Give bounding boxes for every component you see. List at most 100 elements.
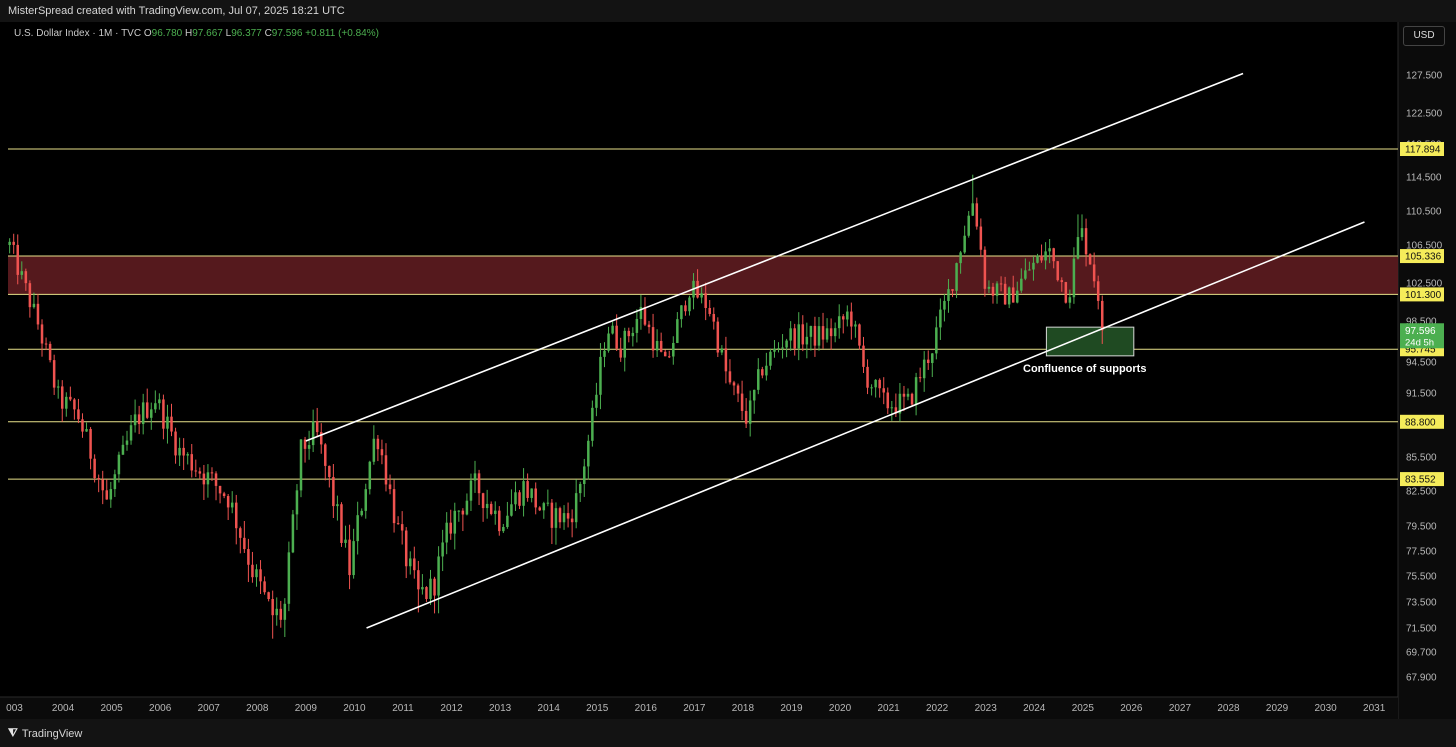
candle-body (429, 578, 432, 599)
x-tick-label: 2015 (586, 703, 609, 714)
price-axis (1398, 22, 1456, 719)
candle-body (1036, 255, 1039, 263)
candle-body (595, 394, 598, 408)
level-badge-label: 83.552 (1405, 475, 1436, 486)
candle-body (506, 515, 509, 527)
candle-body (247, 549, 250, 565)
resistance-zone (8, 256, 1398, 295)
candle-body (481, 493, 485, 509)
candle-body (24, 271, 28, 284)
y-tick-label: 85.500 (1406, 453, 1437, 464)
candle-body (368, 461, 372, 490)
candle-body (578, 484, 582, 494)
candle-body (489, 503, 493, 514)
y-tick-label: 67.900 (1406, 673, 1437, 684)
candle-body (166, 416, 169, 429)
candle-body (862, 345, 865, 367)
candle-body (473, 473, 477, 481)
x-tick-label: 2014 (538, 703, 561, 714)
candle-body (870, 387, 873, 389)
candle-body (158, 399, 161, 404)
candle-body (48, 343, 52, 361)
candle-body (615, 325, 618, 349)
candle-body (44, 343, 48, 345)
price-chart[interactable]: 127.500122.500118.500114.500110.500106.5… (0, 22, 1456, 719)
candle-body (558, 508, 562, 523)
candle-body (599, 356, 602, 395)
level-badge-label: 101.300 (1405, 290, 1442, 301)
candle-body (97, 478, 100, 480)
x-tick-label: 2005 (100, 703, 123, 714)
candle-body (125, 440, 129, 445)
channel-upper-line (305, 72, 1244, 442)
candle-body (336, 504, 339, 507)
candle-body (287, 552, 291, 604)
x-tick-label: 2012 (440, 703, 463, 714)
candle-body (226, 496, 230, 508)
candle-body (1096, 281, 1100, 301)
candle-body (757, 369, 760, 390)
candle-body (141, 402, 145, 425)
close-value: 97.596 (271, 28, 303, 39)
candle-body (736, 385, 740, 394)
candle-body (425, 587, 428, 599)
candle-body (801, 324, 805, 345)
candle-body (1048, 248, 1051, 252)
level-badge-label: 88.800 (1405, 417, 1436, 428)
candle-body (1056, 261, 1059, 281)
candle-body (700, 293, 703, 298)
candle-body (65, 396, 68, 409)
x-tick-label: 2017 (683, 703, 706, 714)
candle-body (8, 241, 11, 245)
level-badge-label: 117.894 (1405, 144, 1441, 155)
candle-body (672, 342, 675, 357)
x-tick-label: 2006 (149, 703, 172, 714)
candle-body (777, 348, 780, 350)
candle-body (833, 328, 837, 337)
candle-body (36, 303, 40, 325)
x-tick-label: 2007 (198, 703, 221, 714)
candle-body (1084, 228, 1088, 255)
candle-body (396, 523, 400, 525)
candle-body (461, 510, 465, 515)
candle-body (1044, 251, 1047, 261)
y-tick-label: 106.500 (1406, 241, 1443, 252)
candle-body (732, 382, 736, 386)
currency-button[interactable]: USD (1403, 26, 1445, 46)
candle-body (259, 569, 262, 582)
candle-body (611, 325, 614, 334)
candle-body (724, 348, 728, 372)
candle-body (583, 466, 586, 485)
candle-body (433, 578, 436, 596)
candle-body (991, 286, 995, 296)
candle-body (688, 297, 691, 312)
tradingview-brand[interactable]: ⧨ TradingView (8, 727, 82, 740)
candle-body (716, 321, 720, 353)
x-tick-label: 2029 (1266, 703, 1289, 714)
candle-body (348, 539, 351, 576)
candle-body (1080, 228, 1084, 238)
attribution-text: MisterSpread created with TradingView.co… (8, 5, 345, 17)
candle-body (744, 410, 748, 424)
candle-body (591, 407, 594, 441)
candle-body (170, 416, 173, 432)
candle-body (89, 429, 92, 459)
plot-area (0, 22, 1398, 697)
candle-body (344, 539, 347, 543)
candle-body (761, 369, 764, 376)
candle-body (846, 311, 849, 320)
candle-body (797, 324, 800, 349)
candle-body (340, 504, 343, 543)
candle-body (437, 556, 440, 596)
candle-body (813, 325, 817, 346)
candle-body (145, 402, 149, 418)
brand-name: TradingView (21, 727, 83, 740)
change-value: +0.811 (+0.84%) (305, 28, 379, 39)
candle-body (1092, 264, 1096, 282)
candle-body (40, 324, 44, 344)
candle-body (514, 492, 517, 505)
x-tick-label: 2020 (829, 703, 852, 714)
candle-body (878, 379, 881, 389)
candle-body (81, 419, 84, 432)
candle-body (230, 502, 234, 508)
